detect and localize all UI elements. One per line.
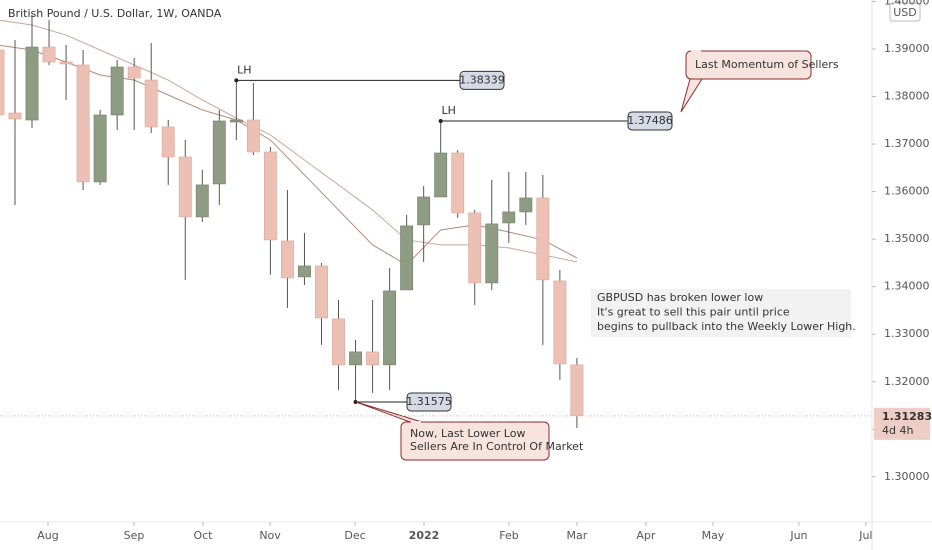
- x-tick-label: Nov: [259, 529, 281, 542]
- level-label: LH: [237, 63, 251, 76]
- callout-text: Last Momentum of Sellers: [695, 58, 839, 71]
- x-tick-label: Apr: [636, 529, 656, 542]
- last-price-box: [874, 407, 930, 440]
- candle-body: [332, 318, 345, 366]
- candle-body: [263, 151, 277, 241]
- candle-body: [161, 126, 175, 158]
- x-tick-label: Jul: [858, 529, 872, 542]
- candle-body: [25, 46, 39, 121]
- level-label: LH: [441, 104, 455, 117]
- level-dot: [438, 118, 443, 123]
- candle-body: [127, 66, 141, 79]
- candle-body: [451, 152, 465, 214]
- callout-box: [685, 50, 812, 80]
- candle-body: [349, 351, 362, 366]
- candle-body: [434, 152, 448, 198]
- level-price: 1.31575: [406, 395, 452, 408]
- candle-body: [383, 290, 397, 366]
- level-box: [459, 70, 505, 90]
- note-text: GBPUSD has broken lower low: [597, 291, 763, 304]
- currency: USD: [893, 6, 917, 19]
- level-box: [627, 111, 673, 131]
- candle-body: [8, 112, 22, 120]
- plot-area: [0, 15, 584, 428]
- candle-body: [59, 61, 73, 65]
- x-tick-label: Feb: [499, 529, 518, 542]
- y-tick-label: 1.36000: [884, 185, 930, 198]
- y-tick-label: 1.30000: [884, 470, 930, 483]
- note-text: It's great to sell this pair until price: [597, 306, 790, 319]
- x-tick-label: 2022: [409, 529, 440, 542]
- candle-body: [110, 66, 124, 116]
- y-tick-label: 1.32000: [884, 375, 930, 388]
- level-dot: [234, 78, 239, 83]
- candle-body: [144, 79, 158, 128]
- candle-body: [195, 184, 209, 218]
- x-tick-label: Aug: [37, 529, 58, 542]
- candle-body: [536, 197, 550, 281]
- candle-body: [0, 49, 5, 116]
- candle-body: [281, 240, 294, 279]
- x-tick-label: May: [702, 529, 725, 542]
- candle-body: [570, 364, 584, 417]
- callout-box: [400, 421, 550, 461]
- x-tick-label: Mar: [567, 529, 588, 542]
- candle-body: [366, 351, 380, 366]
- last-price: 1.31283: [882, 410, 932, 423]
- callout-text: Now, Last Lower Low: [410, 427, 525, 440]
- candle-body: [315, 265, 328, 319]
- currency-box: [889, 2, 921, 22]
- note-text: begins to pullback into the Weekly Lower…: [597, 320, 856, 333]
- countdown: 4d 4h: [882, 424, 913, 437]
- note-box: [591, 289, 851, 337]
- x-tick-label: Jun: [789, 529, 807, 542]
- y-tick-label: 1.35000: [884, 232, 930, 245]
- y-tick-label: 1.34000: [884, 280, 930, 293]
- level-price: 1.38339: [459, 73, 505, 86]
- candle-body: [93, 114, 107, 183]
- x-tick-label: Oct: [193, 529, 213, 542]
- y-tick-label: 1.37000: [884, 137, 930, 150]
- x-tick-label: Sep: [124, 529, 145, 542]
- candle-body: [229, 119, 243, 123]
- candle-body: [246, 119, 260, 153]
- candle-body: [298, 265, 311, 278]
- candle-body: [212, 120, 226, 185]
- candle-body: [519, 197, 533, 213]
- candle-body: [400, 225, 414, 291]
- candle-body: [178, 156, 192, 218]
- y-tick-label: 1.33000: [884, 327, 930, 340]
- candle-body: [553, 280, 567, 365]
- candle-body: [76, 64, 90, 183]
- chart-title: British Pound / U.S. Dollar, 1W, OANDA: [8, 7, 222, 20]
- level-price: 1.37486: [627, 114, 673, 127]
- candle-body: [502, 211, 516, 224]
- overlay: 1.38339 LH 1.37486 LH 1.31575 Last Momentum o…: [234, 50, 856, 461]
- candle-body: [468, 212, 482, 284]
- y-tick-label: 1.39000: [884, 42, 930, 55]
- level-box: [406, 392, 452, 412]
- y-tick-label: 1.40000: [884, 0, 930, 7]
- callout-text: Sellers Are In Control Of Market: [410, 440, 584, 453]
- level-dot: [353, 399, 358, 404]
- x-tick-label: Dec: [344, 529, 365, 542]
- candle-body: [42, 46, 56, 63]
- y-tick-label: 1.38000: [884, 90, 930, 103]
- candle-body: [485, 223, 499, 284]
- candle-body: [417, 196, 431, 226]
